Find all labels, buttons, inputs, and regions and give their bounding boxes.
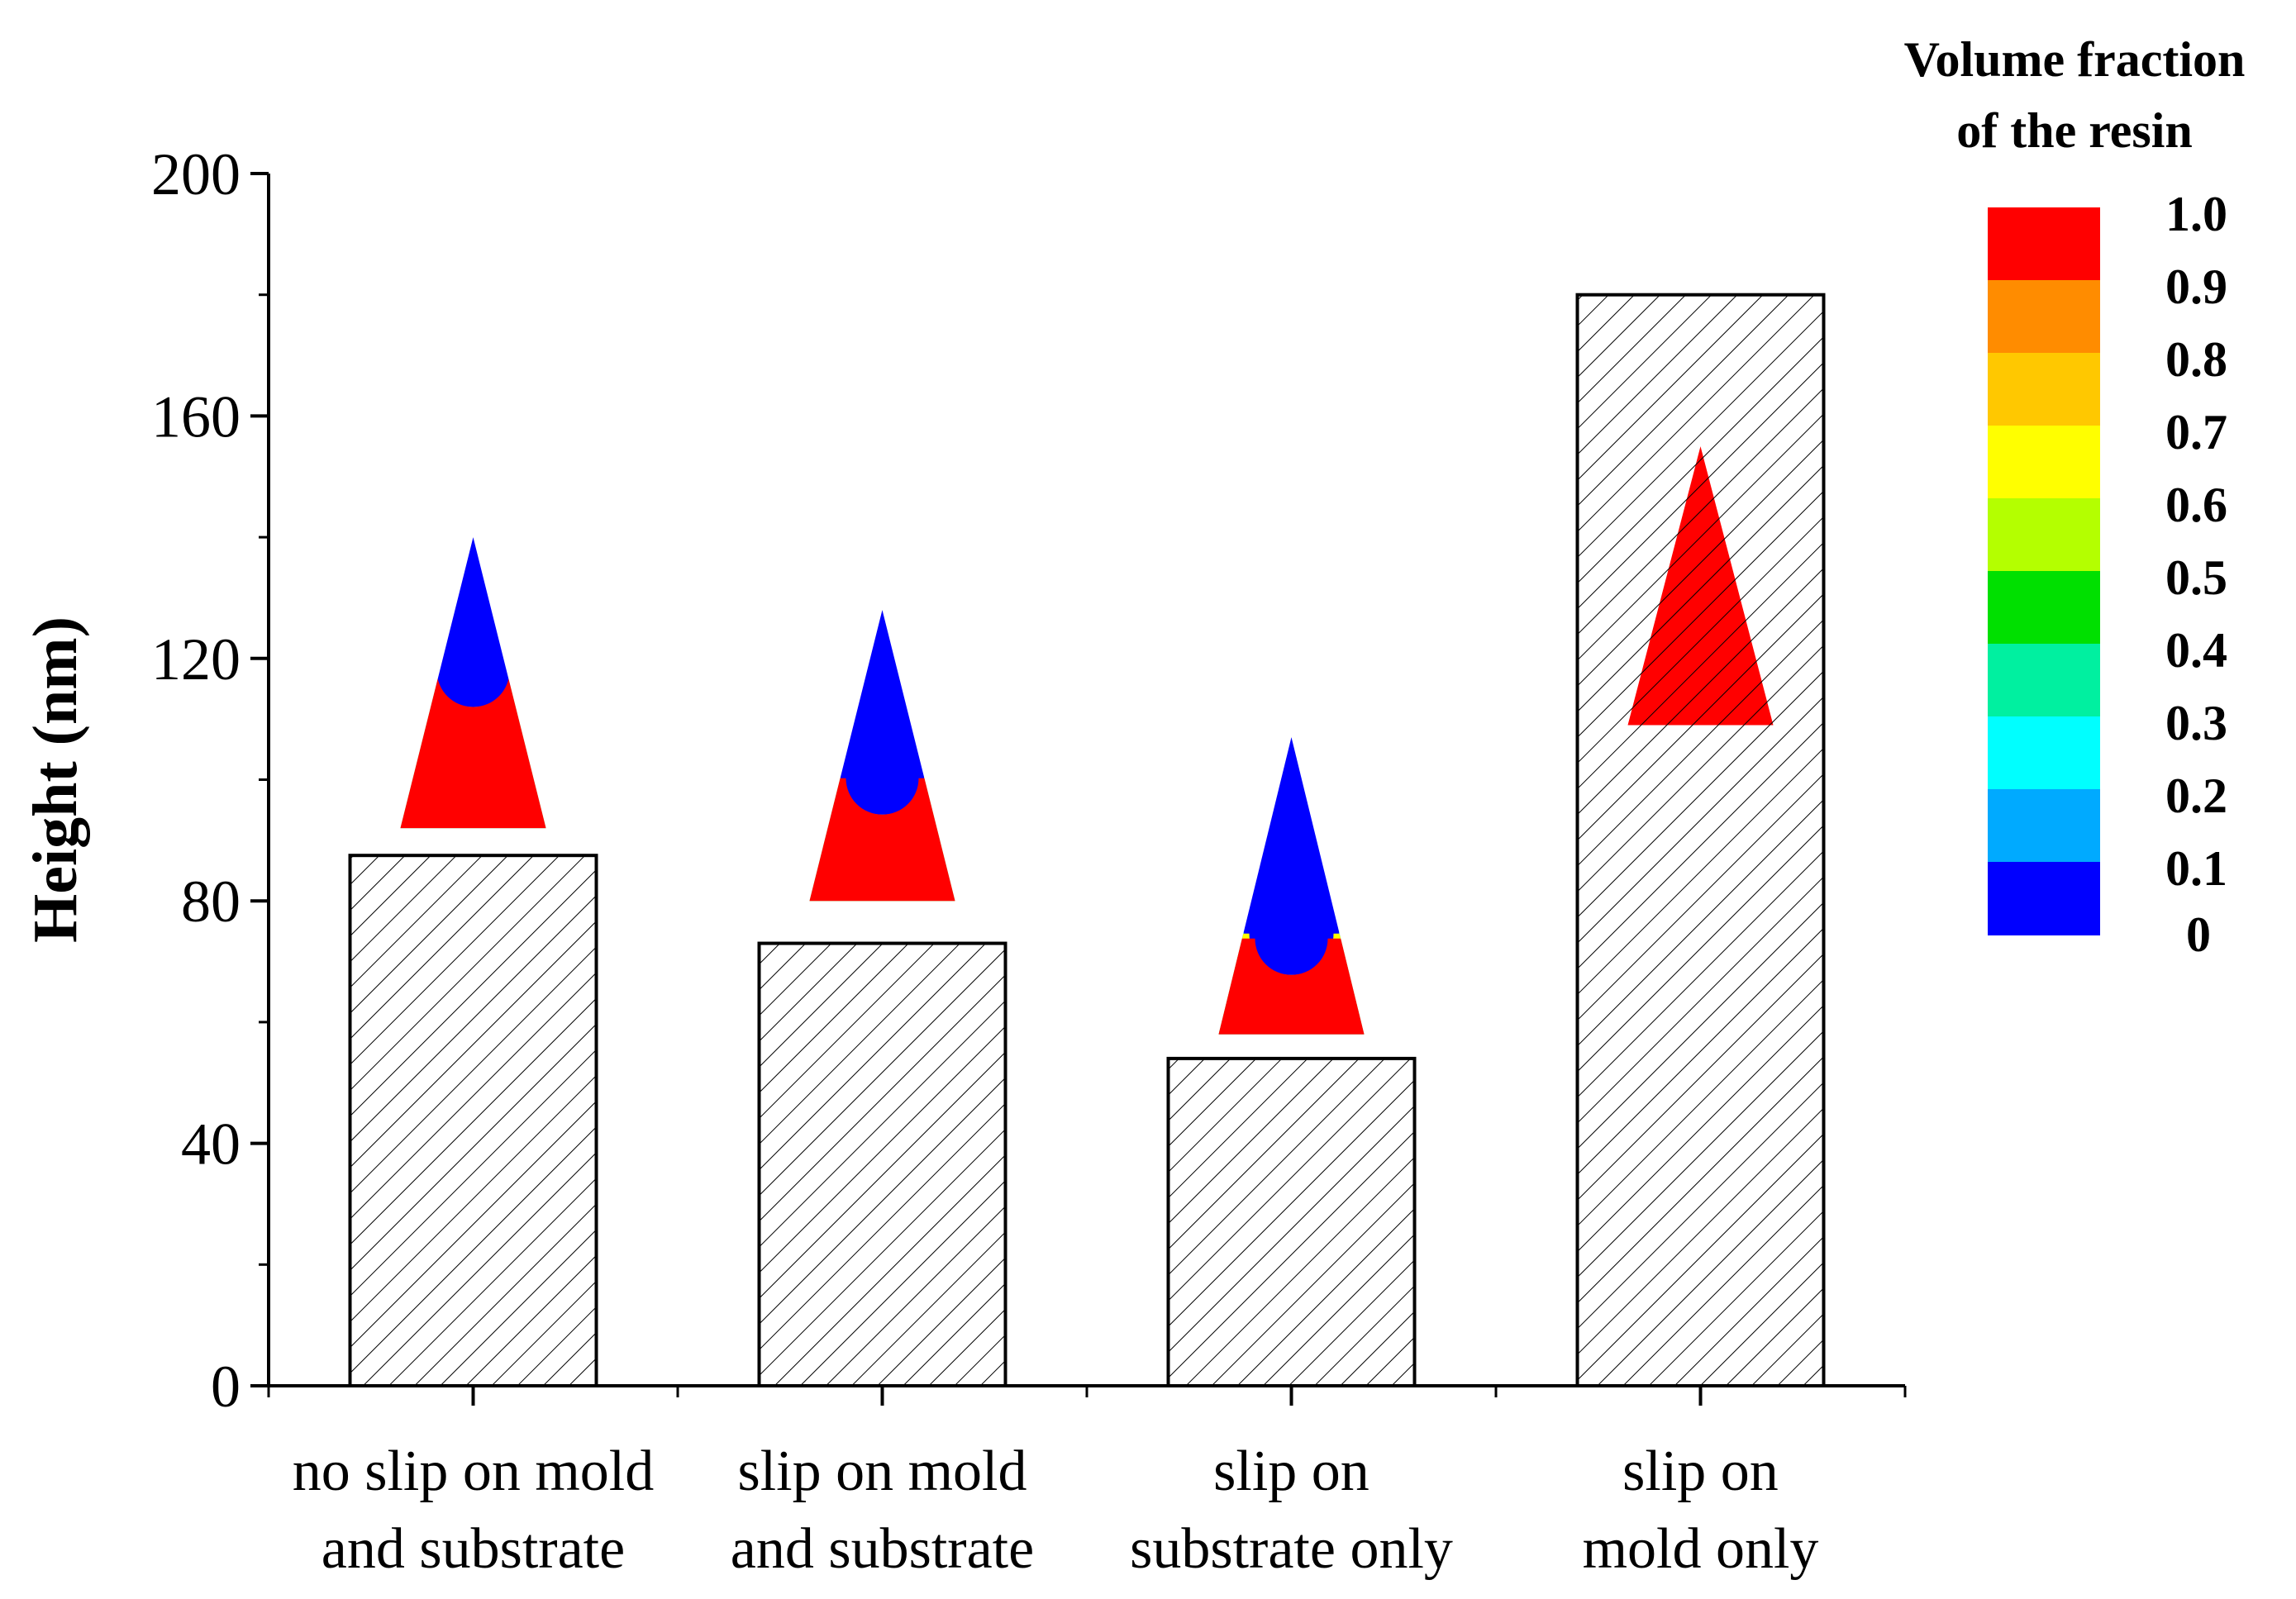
bar-2 [1166,1056,1417,1388]
x-tick-label: no slip on mold and substrate [293,1440,655,1581]
legend-label: 0.1 [2165,841,2227,896]
legend-title: Volume fraction of the resin [1904,32,2246,158]
x-tick-label-line: substrate only [1130,1517,1453,1581]
legend-title-line: Volume fraction [1904,32,2246,87]
legend-band-1 [1988,280,2100,354]
legend-band-9 [1988,862,2100,935]
x-tick-label-line: and substrate [322,1517,625,1581]
legend-label: 0.6 [2165,478,2227,532]
legend-label: 0.8 [2165,332,2227,387]
legend-label: 1.0 [2165,187,2227,241]
x-tick-label-line: and substrate [731,1517,1034,1581]
legend-band-0 [1988,207,2100,281]
x-tick-label: slip on mold only [1583,1440,1819,1581]
x-tick-label-line: slip on [1622,1440,1779,1503]
resin-inset-1 [809,610,955,902]
y-tick-label: 160 [151,383,241,450]
y-axis-label: Height (nm) [21,616,90,943]
bar-3 [1575,293,1826,1388]
y-tick-label: 40 [181,1111,241,1178]
bar-1 [757,941,1007,1388]
resin-inset-2 [1218,737,1365,1035]
y-tick-label: 120 [151,626,241,692]
resin-inset-0 [400,537,546,829]
legend-band-4 [1988,498,2100,572]
legend-label: 0.2 [2165,769,2227,823]
legend-band-7 [1988,716,2100,790]
bar-0 [348,854,598,1387]
legend-label: 0.7 [2165,405,2227,459]
resin-region-2 [1218,938,1365,1035]
y-tick-label: 200 [151,141,241,207]
y-tick-label: 80 [181,869,241,935]
legend-title-line: of the resin [1956,103,2193,158]
legend-band-3 [1988,426,2100,499]
legend-label: 0.5 [2165,550,2227,605]
legend-band-2 [1988,353,2100,426]
x-tick-label: slip on substrate only [1130,1440,1453,1581]
resin-region-0 [400,670,546,829]
legend-label: 0 [2186,907,2211,962]
y-tick-label: 0 [211,1354,241,1420]
x-tick-label-line: mold only [1583,1517,1819,1581]
legend-band-5 [1988,571,2100,645]
legend-band-6 [1988,644,2100,717]
x-tick-label-line: slip on [1213,1440,1370,1503]
x-tick-label-line: no slip on mold [293,1440,655,1503]
legend-band-8 [1988,789,2100,863]
x-tick-label-line: slip on mold [737,1440,1027,1503]
resin-region-1 [809,778,955,902]
legend-label: 0.3 [2165,696,2227,750]
x-tick-label: slip on mold and substrate [731,1440,1034,1581]
legend-label: 0.9 [2165,259,2227,314]
legend-label: 0.4 [2165,623,2227,678]
